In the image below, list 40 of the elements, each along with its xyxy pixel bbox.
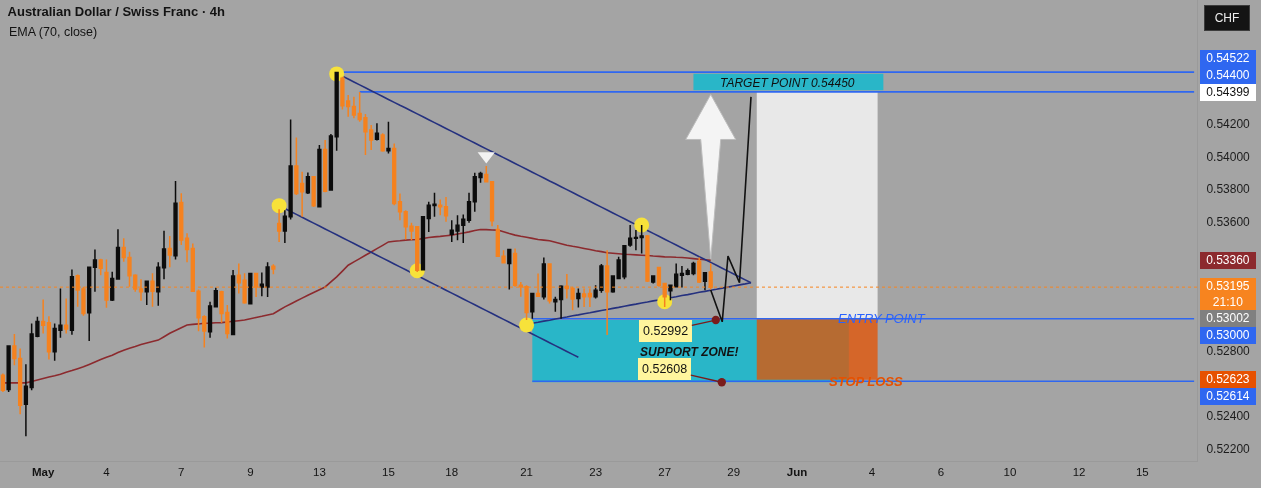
x-tick-label: 21 — [520, 465, 533, 478]
x-tick-label: 15 — [1135, 465, 1149, 478]
y-tick-label: 0.54200 — [1206, 117, 1251, 132]
x-tick-label: 7 — [178, 465, 185, 478]
annotation: TARGET POINT 0.54450 — [720, 76, 855, 90]
y-tick-label: 0.53800 — [1206, 182, 1251, 197]
y-tick-label: 0.52400 — [1206, 409, 1251, 424]
x-tick-label: 13 — [312, 465, 326, 478]
x-tick-label: 27 — [658, 465, 672, 478]
x-tick-label: 12 — [1072, 465, 1086, 478]
x-tick-label: 15 — [382, 465, 395, 478]
x-tick-label: 23 — [589, 465, 603, 478]
x-tick-label: 9 — [247, 465, 254, 478]
x-tick-label: May — [31, 465, 55, 478]
y-tick-label: 0.52800 — [1206, 344, 1251, 359]
y-tick-label: 0.54000 — [1206, 149, 1251, 164]
annotation: SUPPORT ZONE! — [640, 345, 739, 359]
x-tick-label: 4 — [103, 465, 111, 478]
y-tick-label: 0.52200 — [1206, 441, 1251, 456]
text: 0.53002 — [1206, 311, 1250, 325]
text: EMA (70, close) — [9, 25, 98, 39]
x-tick-label: Jun — [786, 465, 808, 478]
x-tick-label: 18 — [445, 465, 459, 478]
text: 0.54399 — [1206, 85, 1250, 99]
ref-line-label: 0.53195 21:10 — [1206, 279, 1250, 309]
chart-title: Australian Dollar / Swiss Franc · 4h — [7, 4, 226, 20]
text: 0.53360 — [1206, 253, 1250, 267]
data-label: 0.53000 — [1206, 328, 1250, 342]
y-tick-label: 0.53600 — [1206, 214, 1251, 229]
data-label: 0.54400 — [1206, 68, 1250, 82]
data-label: 0.52614 — [1206, 389, 1250, 403]
text: 0.52623 — [1206, 372, 1250, 386]
annotation: 0.52992 — [643, 324, 689, 338]
annotation: 0.52608 — [642, 362, 688, 376]
data-label: 0.54522 — [1206, 51, 1250, 65]
x-tick-label: 4 — [868, 465, 876, 478]
x-tick-label: 29 — [727, 465, 741, 478]
x-tick-label: 6 — [937, 465, 945, 478]
text: CHF — [1214, 11, 1240, 25]
x-tick-label: 10 — [1003, 465, 1017, 478]
